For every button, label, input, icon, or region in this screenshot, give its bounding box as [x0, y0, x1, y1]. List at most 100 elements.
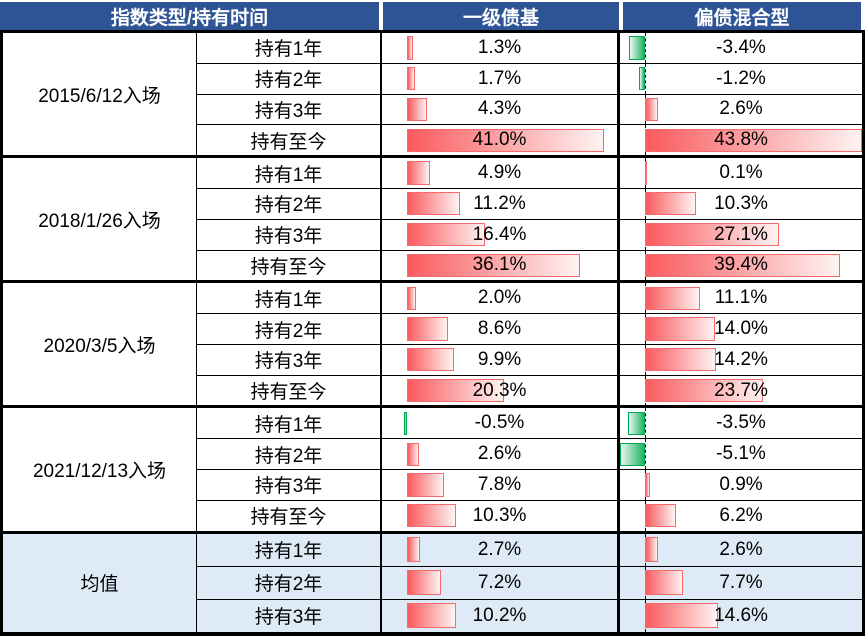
positive-data-bar — [645, 603, 718, 629]
positive-data-bar — [645, 570, 684, 596]
value-cell-primary-bond-fund: 7.2% — [382, 566, 620, 599]
return-value-label: 23.7% — [714, 379, 768, 401]
return-value-label: 41.0% — [472, 129, 527, 151]
positive-data-bar — [645, 504, 677, 528]
table-row: 持有2年 8.6% 14.0% — [197, 313, 862, 344]
return-value-label: 7.8% — [477, 473, 522, 495]
negative-data-bar — [639, 67, 646, 91]
return-value-label: 2.0% — [477, 287, 522, 309]
return-value-label: 14.6% — [714, 604, 768, 626]
holding-period-cell: 持有1年 — [197, 283, 382, 314]
negative-data-bar — [628, 411, 646, 435]
table-row: 持有2年 7.2% 7.7% — [197, 565, 862, 599]
header-cell-index-type-holding-time: 指数类型/持有时间 — [0, 2, 379, 30]
positive-data-bar — [406, 570, 442, 596]
holding-period-cell: 持有3年 — [197, 344, 382, 375]
entry-group: 2018/1/26入场 持有1年 4.9% 0.1% 持有2年 11.2% 10.3% 持有3… — [3, 155, 862, 281]
table-row: 持有1年 1.3% -3.4% — [197, 33, 862, 63]
return-value-label: 0.1% — [719, 162, 763, 184]
value-cell-primary-bond-fund: 1.3% — [382, 33, 620, 63]
return-value-label: 11.2% — [473, 192, 526, 214]
positive-data-bar — [645, 128, 862, 152]
value-cell-bond-biased-hybrid: 39.4% — [620, 250, 862, 281]
value-cell-bond-biased-hybrid: 10.3% — [620, 188, 862, 219]
header-cell-bond-biased-hybrid: 偏债混合型 — [623, 2, 861, 30]
table-row: 持有3年 4.3% 2.6% — [197, 93, 862, 125]
return-value-label: 16.4% — [472, 223, 527, 245]
group-rows: 持有1年 2.7% 2.6% 持有2年 7.2% 7.7% 持有3年 10.2% 14.6% — [197, 533, 862, 632]
positive-data-bar — [645, 286, 701, 310]
return-value-label: -0.5% — [474, 412, 525, 434]
value-cell-primary-bond-fund: 2.7% — [382, 533, 620, 566]
return-value-label: 4.3% — [477, 98, 522, 120]
zero-axis-line — [645, 439, 647, 470]
value-cell-primary-bond-fund: 4.9% — [382, 158, 620, 188]
group-rows: 持有1年 4.9% 0.1% 持有2年 11.2% 10.3% 持有3年 16.4% 27.1%… — [197, 158, 862, 281]
header-cell-primary-bond-fund: 一级债基 — [383, 2, 619, 30]
positive-data-bar — [645, 378, 763, 403]
holding-period-cell: 持有2年 — [197, 566, 382, 599]
return-value-label: 8.6% — [477, 318, 522, 339]
holding-period-cell: 持有至今 — [197, 375, 382, 406]
value-cell-bond-biased-hybrid: 0.1% — [620, 158, 862, 188]
table-row: 持有3年 7.8% 0.9% — [197, 469, 862, 500]
positive-data-bar — [645, 317, 715, 341]
holding-period-cell: 持有2年 — [197, 439, 382, 470]
positive-data-bar — [406, 378, 505, 403]
value-cell-bond-biased-hybrid: -1.2% — [620, 63, 862, 94]
table-row: 持有2年 1.7% -1.2% — [197, 62, 862, 94]
positive-data-bar — [645, 253, 841, 278]
return-value-label: 10.3% — [472, 504, 527, 526]
table-row: 持有3年 9.9% 14.2% — [197, 343, 862, 375]
holding-period-cell: 持有3年 — [197, 599, 382, 632]
positive-data-bar — [406, 603, 456, 629]
value-cell-bond-biased-hybrid: 14.6% — [620, 599, 862, 632]
return-value-label: 36.1% — [472, 254, 527, 276]
entry-date-cell: 2020/3/5入场 — [3, 283, 197, 406]
value-cell-bond-biased-hybrid: 27.1% — [620, 219, 862, 250]
return-value-label: 39.4% — [714, 254, 768, 276]
value-cell-bond-biased-hybrid: 2.6% — [620, 94, 862, 125]
value-cell-primary-bond-fund: 10.2% — [382, 599, 620, 632]
positive-data-bar — [406, 537, 420, 563]
positive-data-bar — [406, 192, 461, 216]
value-cell-primary-bond-fund: 11.2% — [382, 188, 620, 219]
value-cell-primary-bond-fund: 41.0% — [382, 125, 620, 156]
positive-data-bar — [645, 223, 780, 247]
return-value-label: 2.6% — [477, 443, 522, 465]
zero-axis-line — [645, 33, 647, 63]
value-cell-primary-bond-fund: 20.3% — [382, 375, 620, 406]
group-rows: 持有1年 -0.5% -3.5% 持有2年 2.6% -5.1% 持有3年 7.8% 0.9% 持… — [197, 408, 862, 531]
value-cell-primary-bond-fund: 4.3% — [382, 94, 620, 125]
positive-data-bar — [406, 317, 448, 341]
table-body: 2015/6/12入场 持有1年 1.3% -3.4% 持有2年 1.7% -1.2% 持有3… — [0, 33, 865, 636]
value-cell-primary-bond-fund: 1.7% — [382, 63, 620, 94]
table-row: 持有至今 20.3% 23.7% — [197, 374, 862, 406]
positive-data-bar — [406, 128, 604, 152]
positive-data-bar — [406, 223, 486, 247]
table-row: 持有至今 41.0% 43.8% — [197, 124, 862, 156]
table-row: 持有1年 4.9% 0.1% — [197, 158, 862, 188]
entry-group: 2015/6/12入场 持有1年 1.3% -3.4% 持有2年 1.7% -1.2% 持有3… — [3, 33, 862, 156]
holding-period-cell: 持有1年 — [197, 533, 382, 566]
entry-date-cell: 2015/6/12入场 — [3, 33, 197, 156]
return-value-label: 10.2% — [472, 604, 527, 626]
value-cell-bond-biased-hybrid: -5.1% — [620, 439, 862, 470]
value-cell-primary-bond-fund: 8.6% — [382, 314, 620, 344]
return-value-label: 11.1% — [714, 287, 768, 309]
value-cell-primary-bond-fund: 10.3% — [382, 500, 620, 531]
value-cell-bond-biased-hybrid: 2.6% — [620, 533, 862, 566]
value-cell-primary-bond-fund: 16.4% — [382, 219, 620, 250]
positive-data-bar — [645, 348, 716, 372]
negative-data-bar — [628, 36, 646, 60]
positive-data-bar — [406, 348, 455, 372]
positive-data-bar — [406, 442, 420, 466]
value-cell-primary-bond-fund: 7.8% — [382, 470, 620, 500]
holding-period-cell: 持有1年 — [197, 408, 382, 439]
value-cell-primary-bond-fund: 2.0% — [382, 283, 620, 314]
header-row: 指数类型/持有时间 一级债基 偏债混合型 — [0, 0, 865, 33]
holding-period-cell: 持有1年 — [197, 158, 382, 188]
entry-date-cell: 2018/1/26入场 — [3, 158, 197, 281]
value-cell-bond-biased-hybrid: 43.8% — [620, 125, 862, 156]
holding-period-cell: 持有2年 — [197, 314, 382, 344]
